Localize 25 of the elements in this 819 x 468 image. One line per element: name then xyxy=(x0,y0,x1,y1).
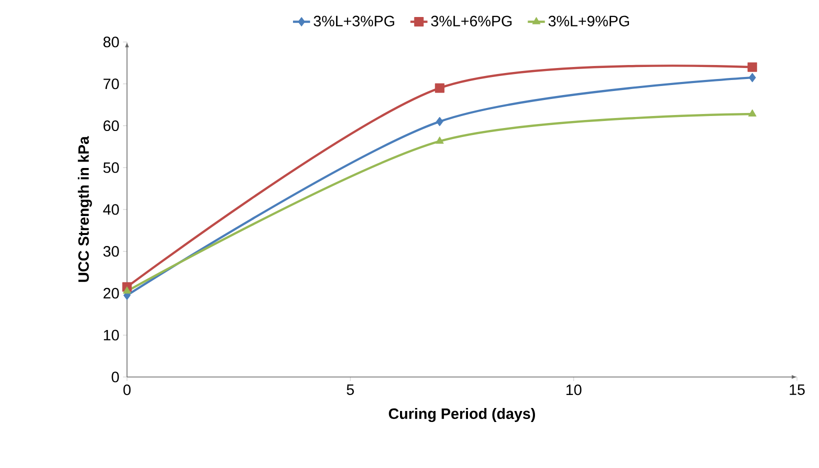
x-tick-label: 15 xyxy=(790,384,805,395)
point xyxy=(748,109,756,117)
y-tick-label: 50 xyxy=(103,162,119,173)
y-tick-label: 80 xyxy=(103,36,119,48)
y-tick-label: 0 xyxy=(112,372,119,382)
y-tick-label: 30 xyxy=(103,246,119,257)
point xyxy=(748,62,758,72)
x-tick-label: 5 xyxy=(346,384,354,395)
point xyxy=(436,116,444,126)
legend-label: 3%L+9%PG xyxy=(548,16,629,26)
y-tick-label: 60 xyxy=(104,120,119,132)
y-tick-label: 10 xyxy=(104,330,119,340)
x-axis-title: Curing Period (days) xyxy=(388,408,536,422)
y-tick-label: 70 xyxy=(104,78,119,90)
point xyxy=(122,286,132,294)
point xyxy=(748,72,756,82)
point xyxy=(434,83,444,93)
x-tick-label: 0 xyxy=(123,384,131,396)
legend-label: 3%L+6%PG xyxy=(431,16,512,26)
point xyxy=(436,136,444,144)
y-tick-label: 40 xyxy=(103,204,119,215)
x-tick-label: 10 xyxy=(566,384,582,396)
y-axis-title: UCC Strength in kPa xyxy=(78,136,92,282)
y-tick-label: 20 xyxy=(104,288,119,299)
legend-label: 3%L+3%PG xyxy=(314,16,394,26)
